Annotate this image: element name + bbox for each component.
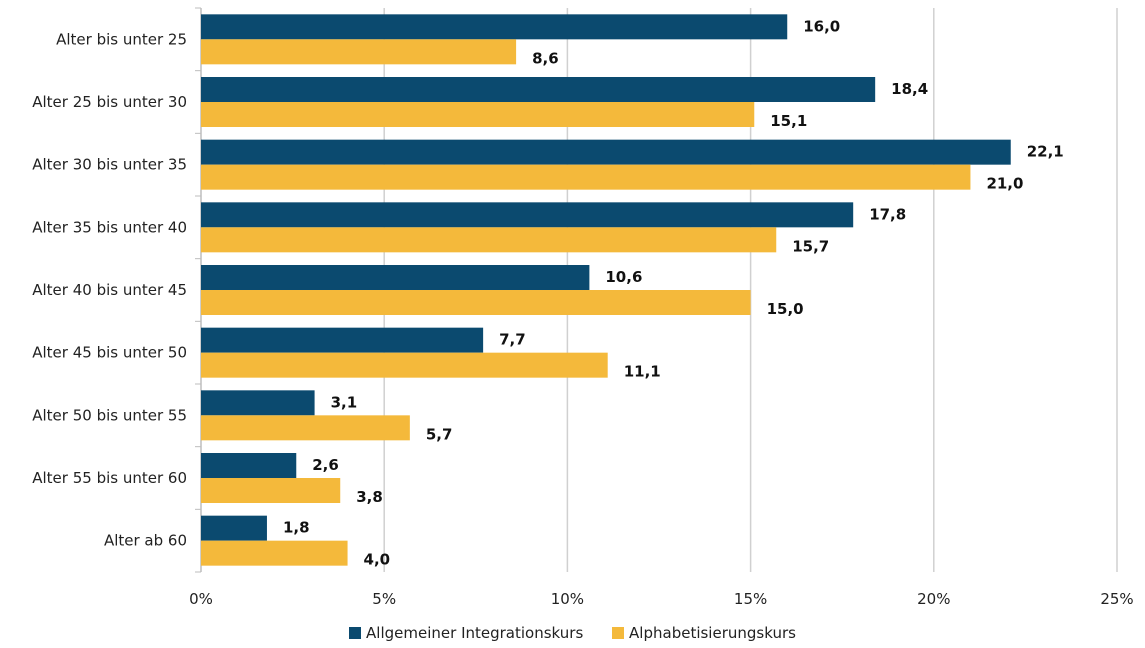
x-tick-label: 0%	[189, 590, 213, 608]
category-label: Alter 40 bis unter 45	[32, 281, 187, 299]
data-label: 2,6	[312, 456, 339, 474]
bar-alphabetisierungskurs	[201, 227, 777, 253]
bar-integrationskurs	[201, 202, 854, 228]
data-label: 17,8	[869, 205, 906, 223]
bar-integrationskurs	[201, 139, 1011, 165]
bar-alphabetisierungskurs	[201, 102, 755, 127]
bar-integrationskurs	[201, 327, 484, 353]
data-label: 15,1	[770, 112, 807, 130]
data-label: 18,4	[891, 80, 928, 98]
bar-alphabetisierungskurs	[201, 478, 341, 503]
category-label: Alter 55 bis unter 60	[32, 469, 187, 487]
data-label: 16,0	[803, 17, 840, 35]
category-label: Alter 50 bis unter 55	[32, 406, 187, 424]
legend: Allgemeiner Integrationskurs Alphabetisi…	[0, 624, 1145, 643]
legend-label-alphabetisierungskurs: Alphabetisierungskurs	[629, 624, 796, 642]
data-label: 21,0	[986, 175, 1023, 193]
data-label: 22,1	[1027, 143, 1064, 161]
legend-label-integrationskurs: Allgemeiner Integrationskurs	[366, 624, 584, 642]
category-label: Alter ab 60	[104, 532, 187, 550]
bar-integrationskurs	[201, 265, 590, 290]
data-label: 3,1	[331, 393, 358, 411]
bar-alphabetisierungskurs	[201, 164, 971, 190]
legend-swatch-alphabetisierungskurs	[612, 627, 625, 639]
data-label: 1,8	[283, 519, 310, 537]
x-tick-label: 5%	[372, 590, 396, 608]
category-label: Alter 30 bis unter 35	[32, 156, 187, 174]
category-label: Alter 35 bis unter 40	[32, 218, 187, 236]
bar-integrationskurs	[201, 77, 876, 102]
data-label: 7,7	[499, 331, 526, 349]
bar-alphabetisierungskurs	[201, 39, 517, 65]
category-label: Alter 45 bis unter 50	[32, 344, 187, 362]
data-label: 4,0	[364, 551, 391, 569]
category-label: Alter bis unter 25	[56, 30, 187, 48]
legend-item-alphabetisierungskurs: Alphabetisierungskurs	[612, 624, 796, 642]
x-tick-label: 20%	[917, 590, 950, 608]
bar-alphabetisierungskurs	[201, 352, 608, 378]
bar-chart: 0% 5% 10% 15% 20% 25% Alter bis unter 25 16,0 8,…	[32, 7, 1134, 608]
bar-alphabetisierungskurs	[201, 290, 751, 315]
x-tick-label: 25%	[1100, 590, 1133, 608]
bar-integrationskurs	[201, 453, 297, 478]
data-label: 10,6	[605, 268, 642, 286]
category-label: Alter 25 bis unter 30	[32, 93, 187, 111]
data-label: 15,7	[792, 237, 829, 255]
data-label: 3,8	[356, 488, 383, 506]
x-tick-label: 15%	[734, 590, 767, 608]
legend-swatch-integrationskurs	[349, 627, 362, 639]
bar-alphabetisierungskurs	[201, 415, 410, 441]
bar-integrationskurs	[201, 14, 788, 40]
x-tick-label: 10%	[551, 590, 584, 608]
data-label: 8,6	[532, 49, 559, 67]
data-label: 5,7	[426, 425, 453, 443]
legend-item-integrationskurs: Allgemeiner Integrationskurs	[349, 624, 583, 642]
bar-integrationskurs	[201, 390, 315, 416]
bar-integrationskurs	[201, 515, 267, 541]
data-label: 15,0	[767, 300, 804, 318]
data-label: 11,1	[624, 363, 661, 381]
bar-alphabetisierungskurs	[201, 540, 348, 566]
